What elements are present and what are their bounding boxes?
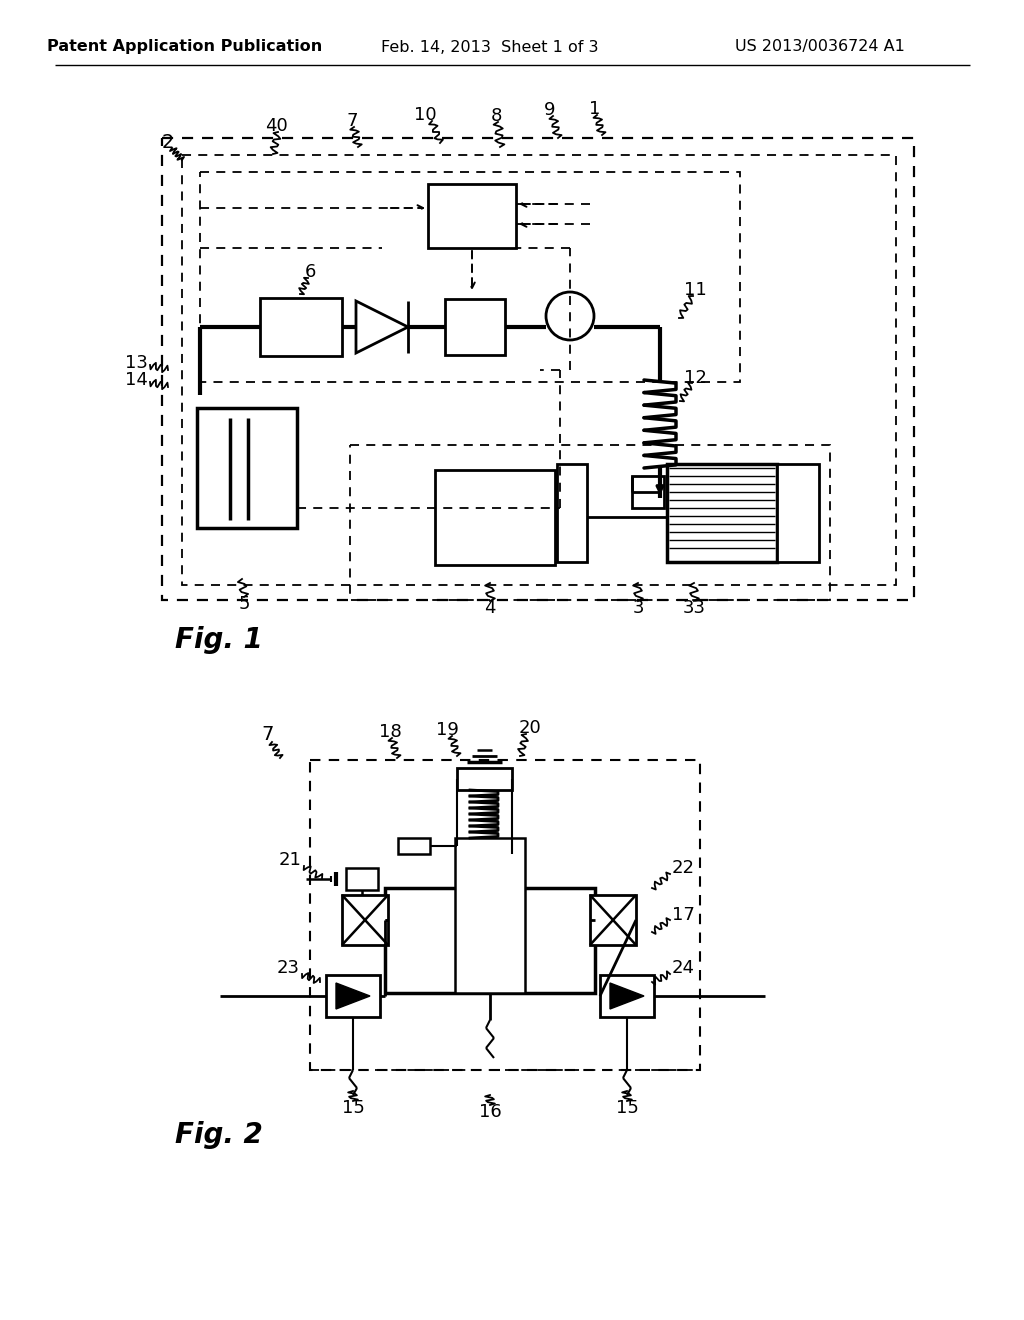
Bar (385, 888, 595, 993)
Bar (162, 139, 914, 601)
Text: 11: 11 (684, 281, 707, 300)
Text: 20: 20 (518, 719, 542, 737)
Text: 15: 15 (615, 1100, 638, 1117)
Bar (197, 408, 297, 528)
Bar (445, 300, 505, 355)
Text: 18: 18 (379, 723, 401, 741)
Polygon shape (610, 983, 644, 1008)
Bar (600, 975, 654, 1016)
Text: Fig. 1: Fig. 1 (175, 626, 263, 653)
Bar (326, 975, 380, 1016)
Text: 4: 4 (484, 599, 496, 616)
Text: 5: 5 (239, 595, 250, 612)
Text: 7: 7 (346, 112, 357, 129)
Bar (310, 760, 700, 1071)
Polygon shape (356, 301, 408, 352)
Text: 23: 23 (278, 960, 300, 977)
Text: Fig. 2: Fig. 2 (175, 1121, 263, 1148)
Bar (350, 445, 830, 601)
Bar (398, 838, 430, 854)
Text: 40: 40 (264, 117, 288, 135)
Text: 33: 33 (683, 599, 706, 616)
Text: 14: 14 (125, 371, 148, 389)
Text: 22: 22 (672, 859, 695, 876)
Text: 15: 15 (342, 1100, 365, 1117)
Bar (590, 895, 636, 945)
Text: 3: 3 (632, 599, 644, 616)
Text: 6: 6 (304, 263, 315, 281)
Text: 24: 24 (672, 960, 695, 977)
Circle shape (546, 292, 594, 341)
Bar (667, 465, 777, 562)
Bar (346, 869, 378, 890)
Text: Feb. 14, 2013  Sheet 1 of 3: Feb. 14, 2013 Sheet 1 of 3 (381, 40, 599, 54)
Bar (777, 465, 819, 562)
Bar (260, 298, 342, 356)
Text: 1: 1 (590, 100, 601, 117)
Text: US 2013/0036724 A1: US 2013/0036724 A1 (735, 40, 905, 54)
Bar (200, 172, 740, 381)
Text: 17: 17 (672, 906, 695, 924)
Bar (457, 768, 512, 789)
Text: 16: 16 (478, 1104, 502, 1121)
Bar (428, 183, 516, 248)
Text: 13: 13 (125, 354, 148, 372)
Text: Patent Application Publication: Patent Application Publication (47, 40, 323, 54)
Text: 19: 19 (435, 721, 459, 739)
Bar (342, 895, 388, 945)
Text: 2: 2 (162, 133, 174, 153)
Text: 7: 7 (262, 726, 274, 744)
Bar (435, 470, 555, 565)
Text: 10: 10 (414, 106, 436, 124)
Polygon shape (336, 983, 370, 1008)
Bar (182, 154, 896, 585)
Text: 12: 12 (684, 370, 707, 387)
Text: 8: 8 (490, 107, 502, 125)
Text: 21: 21 (280, 851, 302, 869)
Text: 9: 9 (544, 102, 556, 119)
Bar (557, 465, 587, 562)
Bar (632, 477, 664, 508)
Bar (455, 838, 525, 993)
